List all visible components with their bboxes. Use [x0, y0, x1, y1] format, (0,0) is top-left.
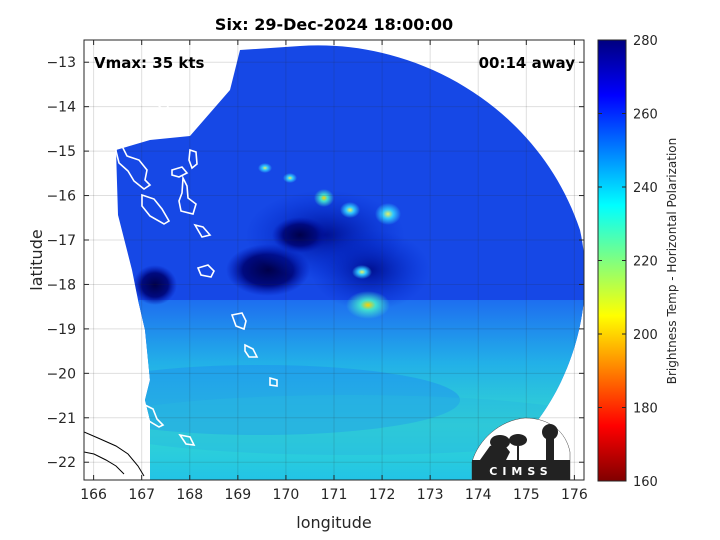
colorbar-tick-label: 280 [633, 34, 658, 49]
warm-spot [375, 203, 401, 225]
x-axis: 166 167 168 169 170 171 172 173 174 175 176 [80, 40, 588, 503]
colorbar-tick-label: 180 [633, 402, 658, 417]
cold-core [133, 265, 177, 305]
y-tick-label: −19 [46, 322, 76, 338]
y-tick-label: −14 [46, 100, 76, 116]
x-tick-label: 167 [128, 487, 155, 503]
logo-text: CIMSS [489, 465, 552, 478]
x-tick-label: 173 [417, 487, 444, 503]
colorbar-tick-label: 260 [633, 108, 658, 123]
warm-spot [346, 291, 390, 319]
away-annotation: 00:14 away [479, 54, 576, 72]
coastlines [115, 98, 278, 446]
warm-spot [352, 265, 372, 279]
colorbar-ticks: 160 180 200 220 240 260 280 [598, 34, 658, 490]
warm-spot [283, 173, 297, 183]
warm-spot [340, 202, 360, 218]
x-tick-label: 171 [321, 487, 348, 503]
colorbar-tick-label: 240 [633, 181, 658, 196]
x-tick-label: 172 [369, 487, 396, 503]
x-tick-label: 166 [80, 487, 107, 503]
y-tick-label: −21 [46, 411, 76, 427]
cimss-logo: CIMSS [471, 417, 571, 481]
y-tick-label: −20 [46, 366, 76, 382]
x-tick-label: 176 [561, 487, 588, 503]
y-axis: −13 −14 −15 −16 −17 −18 −19 −20 −21 −22 [46, 55, 584, 471]
colorbar-tick-label: 160 [633, 475, 658, 490]
vmax-annotation: Vmax: 35 kts [94, 54, 204, 72]
x-tick-label: 175 [513, 487, 540, 503]
y-tick-label: −18 [46, 277, 76, 293]
x-tick-label: 174 [465, 487, 492, 503]
y-tick-label: −22 [46, 455, 76, 471]
x-tick-label: 170 [273, 487, 300, 503]
chart-title: Six: 29-Dec-2024 18:00:00 [215, 15, 453, 34]
y-axis-label: latitude [27, 229, 46, 290]
x-tick-label: 168 [176, 487, 203, 503]
x-axis-label: longitude [296, 513, 371, 532]
y-tick-label: −17 [46, 233, 76, 249]
colorbar-tick-label: 200 [633, 328, 658, 343]
gridlines [84, 40, 584, 480]
colorbar-label: Brightness Temp - Horizontal Polarizatio… [665, 138, 679, 385]
warm-spot [258, 163, 272, 173]
mainland-coast [84, 431, 145, 477]
x-tick-label: 169 [224, 487, 251, 503]
cold-core [272, 217, 328, 253]
y-tick-label: −16 [46, 189, 76, 205]
colorbar [597, 39, 627, 482]
y-tick-label: −13 [46, 55, 76, 71]
colorbar-tick-label: 220 [633, 255, 658, 270]
y-tick-label: −15 [46, 144, 76, 160]
warm-spot [314, 189, 334, 207]
